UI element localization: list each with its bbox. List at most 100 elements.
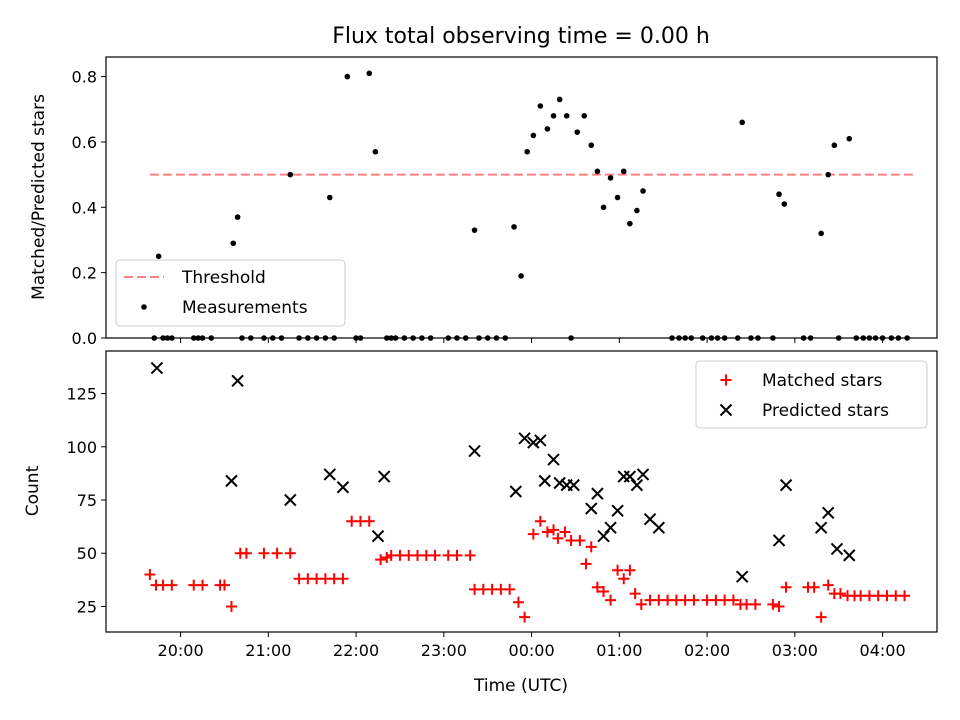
bottom-xtick-label: 03:00 <box>772 641 818 660</box>
measurement-point <box>781 201 788 207</box>
matched-star-point <box>337 573 349 585</box>
matched-star-point <box>635 598 647 610</box>
predicted-star-point <box>630 478 644 492</box>
matched-star-point <box>284 547 296 559</box>
matched-star-point <box>144 569 156 581</box>
top-legend: Threshold Measurements <box>115 259 346 327</box>
predicted-star-point <box>814 521 828 534</box>
predicted-star-point <box>336 481 350 494</box>
matched-star-point <box>258 547 270 559</box>
matched-star-point <box>834 588 846 600</box>
legend-measurements-swatch <box>141 304 147 310</box>
measurement-point <box>544 126 551 132</box>
predicted-star-point <box>534 434 547 447</box>
legend-measurements-label: Measurements <box>182 298 308 318</box>
measurement-point <box>776 191 782 198</box>
predicted-star-point <box>509 485 523 498</box>
top-y-axis-label: Matched/Predicted stars <box>29 94 49 300</box>
measurement-point <box>563 113 570 119</box>
measurement-point <box>511 224 517 230</box>
matched-star-point <box>780 581 792 593</box>
matched-star-point <box>504 583 516 595</box>
matched-star-point <box>629 588 641 600</box>
bottom-ytick-label: 50 <box>77 544 97 563</box>
matched-star-point <box>773 600 785 612</box>
legend-threshold-label: Threshold <box>181 268 266 288</box>
bottom-legend-box <box>695 360 928 429</box>
predicted-star-point <box>547 453 560 466</box>
bottom-plot-area <box>144 361 911 623</box>
measurement-point <box>846 135 853 142</box>
matched-star-point <box>749 598 761 610</box>
matched-star-point <box>429 549 441 561</box>
bottom-y-axis-label: Count <box>23 465 43 516</box>
predicted-star-point <box>377 470 391 483</box>
predicted-star-point <box>830 542 844 556</box>
predicted-star-point <box>636 468 650 481</box>
bottom-legend: Matched stars Predicted stars <box>695 360 928 429</box>
measurement-point <box>739 119 745 126</box>
matched-star-point <box>375 554 387 566</box>
predicted-star-point <box>284 493 297 507</box>
matched-star-point <box>688 594 700 606</box>
measurement-point <box>556 96 563 103</box>
predicted-star-point <box>611 504 624 517</box>
matched-star-point <box>618 573 630 585</box>
measurement-point <box>825 171 831 178</box>
predicted-star-point <box>468 444 481 458</box>
bottom-xtick-label: 23:00 <box>421 641 467 660</box>
bottom-xtick-label: 01:00 <box>596 641 642 660</box>
measurement-point <box>518 273 524 279</box>
matched-star-point <box>598 586 610 598</box>
predicted-star-point <box>652 521 666 534</box>
measurement-point <box>818 230 824 237</box>
predicted-star-point <box>585 502 598 515</box>
measurement-point <box>607 175 614 181</box>
measurement-point <box>581 113 588 119</box>
measurement-point <box>537 103 544 109</box>
predicted-star-point <box>735 570 749 583</box>
matched-star-point <box>767 598 779 610</box>
measurement-point <box>594 168 601 175</box>
predicted-star-point <box>567 478 580 492</box>
predicted-star-point <box>591 487 604 500</box>
matched-star-point <box>527 528 539 540</box>
predicted-star-point <box>150 361 164 375</box>
matched-star-point <box>464 549 476 561</box>
matched-star-point <box>808 581 820 593</box>
matched-star-point <box>822 579 834 591</box>
matched-star-point <box>559 526 571 538</box>
x-axis-label: Time (UTC) <box>473 676 568 696</box>
measurement-point <box>471 227 478 233</box>
matched-star-point <box>225 600 237 612</box>
bottom-ytick-label: 125 <box>66 385 97 404</box>
matched-star-point <box>512 596 524 608</box>
measurement-point <box>634 207 640 214</box>
matched-star-point <box>727 594 739 606</box>
matched-star-point <box>612 564 624 576</box>
measurement-point <box>831 142 838 149</box>
measurement-point <box>326 194 333 201</box>
top-legend-box <box>115 259 346 327</box>
predicted-star-point <box>779 478 793 492</box>
matched-star-point <box>899 590 911 602</box>
matched-star-point <box>534 515 546 527</box>
matched-star-point <box>624 564 636 576</box>
bottom-ytick-label: 75 <box>77 491 97 510</box>
legend-matched-swatch <box>720 374 732 386</box>
bottom-xtick-label: 21:00 <box>245 641 291 660</box>
top-ytick-label: 0.8 <box>72 68 97 87</box>
matched-star-point <box>591 581 603 593</box>
predicted-star-point <box>821 506 835 519</box>
measurement-point <box>530 132 537 139</box>
legend-predicted-swatch <box>719 403 733 417</box>
bottom-ytick-label: 100 <box>66 438 97 457</box>
measurement-point <box>155 253 162 260</box>
predicted-star-point <box>538 474 551 488</box>
predicted-star-point <box>772 534 786 547</box>
measurement-point <box>620 168 627 175</box>
bottom-xtick-label: 20:00 <box>158 641 204 660</box>
predicted-star-point <box>371 529 385 543</box>
matched-star-point <box>605 594 617 606</box>
